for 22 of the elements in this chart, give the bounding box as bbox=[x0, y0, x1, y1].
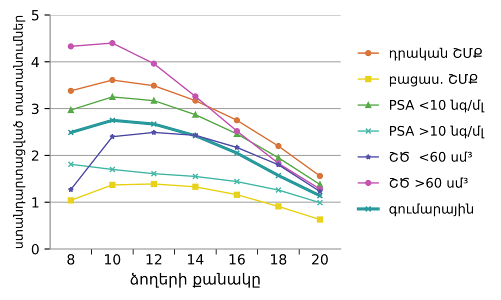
x-tick-label: 8 bbox=[67, 254, 74, 265]
legend-label: գումարային bbox=[389, 204, 474, 216]
x-tick-label: 18 bbox=[271, 254, 286, 265]
x-tick-label: 14 bbox=[188, 254, 204, 264]
x-axis-title: ձողերի քանակը bbox=[130, 272, 260, 288]
y-tick-label: 4 bbox=[32, 56, 39, 68]
x-tick-label: 16 bbox=[230, 254, 245, 265]
legend-label: ՇԾ >60 սմ³ bbox=[390, 178, 468, 188]
y-tick-label: 2 bbox=[32, 150, 38, 161]
legend-label: ՇԾ <60 սմ³ bbox=[390, 152, 472, 162]
legend-label: դրական ՇՄՔ bbox=[390, 48, 482, 60]
x-tick-label: 12 bbox=[146, 254, 162, 264]
y-tick-label: 1 bbox=[32, 197, 38, 208]
legend-label: բացաս. ՇՄՔ bbox=[390, 74, 478, 86]
x-tick-label: 10 bbox=[105, 254, 120, 265]
legend-label: PSA >10 նգ/մլ bbox=[390, 126, 484, 138]
y-tick-label: 0 bbox=[32, 244, 39, 254]
y-tick-label: 5 bbox=[32, 10, 38, 20]
x-tick-label: 20 bbox=[312, 254, 328, 265]
legend-label: PSA <10 նգ/մլ bbox=[390, 100, 484, 112]
y-tick-label: 3 bbox=[32, 104, 39, 114]
y-axis-title: ստանդարտացված տատանումներ bbox=[13, 16, 26, 248]
